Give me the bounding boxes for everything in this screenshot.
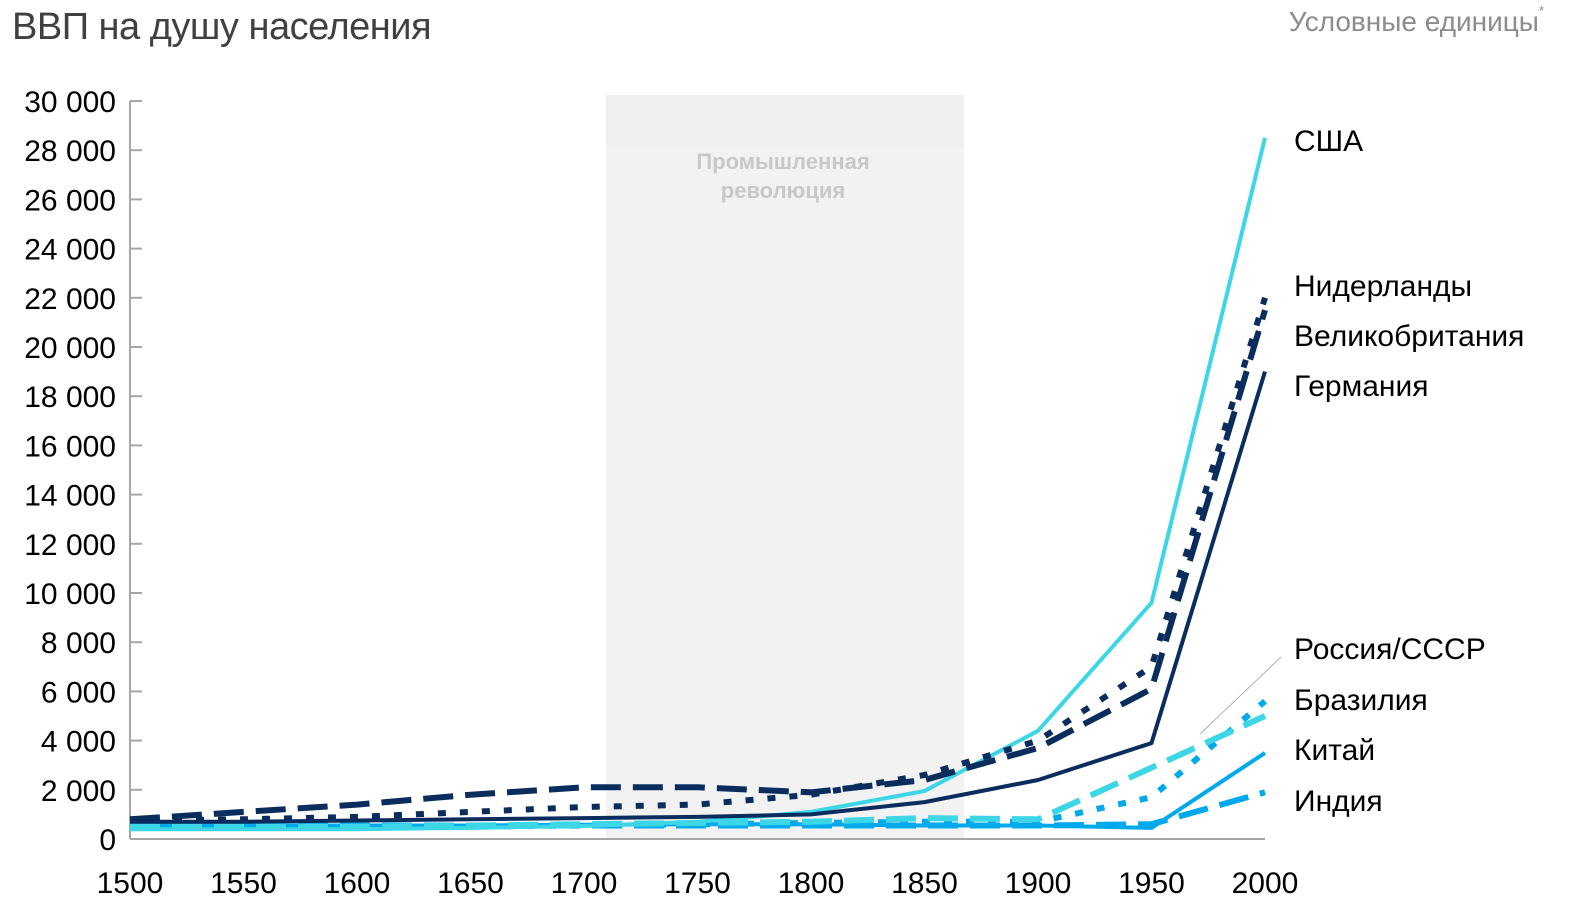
series-label-india: Индия [1294,785,1383,818]
x-tick-label: 2000 [1232,867,1299,900]
x-tick-label: 1600 [324,867,391,900]
units-footnote-marker: * [1538,2,1544,18]
y-tick-label: 18 000 [24,381,116,414]
x-tick-label: 1900 [1005,867,1072,900]
series-label-uk: Великобритания [1294,320,1524,353]
x-tick-label: 1950 [1118,867,1185,900]
series-line-0 [130,137,1267,832]
series-label-germany: Германия [1294,370,1429,403]
y-tick-label: 10 000 [24,578,116,611]
x-tick-label: 1500 [97,867,164,900]
y-tick-label: 12 000 [24,529,116,562]
band-label-line1: Промышленная [696,149,869,174]
series-line-3 [130,371,1267,824]
y-tick-label: 4 000 [41,726,116,759]
series-line-5 [130,698,1267,831]
series-label-usa: США [1294,125,1363,158]
y-tick-label: 14 000 [24,480,116,513]
units-label: Условные единицы* [1288,2,1544,38]
series-label-brazil: Бразилия [1294,684,1428,717]
y-tick-label: 20 000 [24,332,116,365]
series-label-china: Китай [1294,734,1375,767]
x-tick-label: 1550 [210,867,277,900]
axes: 0 2 000 4 000 6 000 8 000 10 000 12 000 14 000 1… [24,86,1298,900]
russia-leader-line [1199,656,1282,735]
x-tick-label: 1700 [551,867,618,900]
y-tick-label: 0 [99,824,116,857]
y-tick-label: 6 000 [41,676,116,709]
series-labels: США Нидерланды Великобритания Германия Р… [696,125,1524,818]
industrial-revolution-band [606,95,964,839]
units-text: Условные единицы [1288,6,1539,37]
y-tick-label: 8 000 [41,627,116,660]
y-tick-label: 2 000 [41,775,116,808]
series-lines [129,137,1268,832]
y-tick-label: 28 000 [24,135,116,168]
series-label-russia: Россия/СССР [1294,633,1486,666]
series-label-netherlands: Нидерланды [1294,270,1472,303]
series-line-2 [129,309,1268,823]
y-tick-label: 26 000 [24,184,116,217]
y-tick-label: 16 000 [24,430,116,463]
y-tick-label: 30 000 [24,86,116,119]
band-top-strip [606,95,964,148]
band-label-line2: революция [721,178,845,203]
x-tick-label: 1750 [664,867,731,900]
chart-title: ВВП на душу населения [12,6,432,48]
x-tick-label: 1650 [437,867,504,900]
band-rect [606,95,964,839]
x-tick-label: 1800 [778,867,845,900]
x-tick-label: 1850 [891,867,958,900]
y-tick-label: 24 000 [24,234,116,267]
y-tick-label: 22 000 [24,283,116,316]
